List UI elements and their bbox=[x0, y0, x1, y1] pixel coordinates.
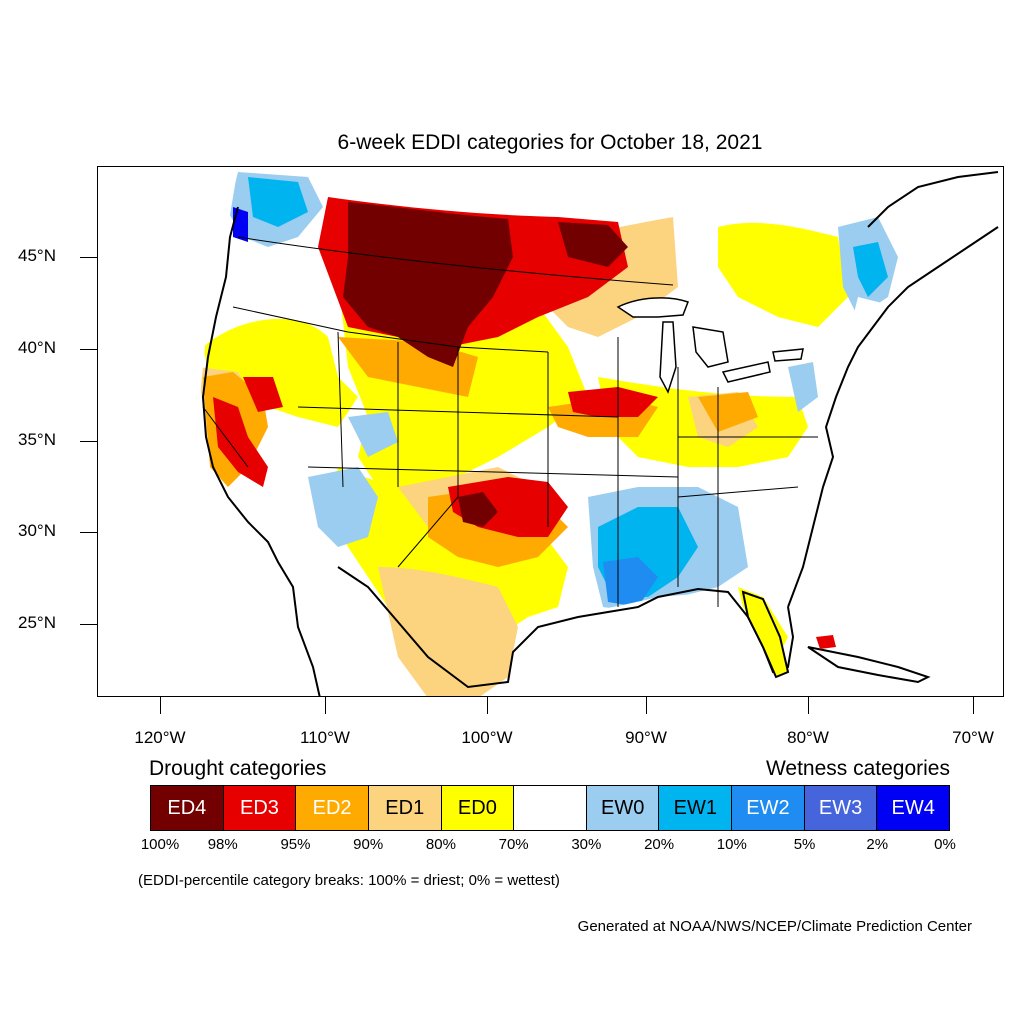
lake-erie bbox=[721, 361, 771, 383]
legend-box-neutral bbox=[514, 786, 587, 830]
lat-tick bbox=[80, 624, 97, 625]
bahamas-ed3 bbox=[816, 635, 836, 649]
lat-tick bbox=[80, 349, 97, 350]
legend-break-label: 10% bbox=[716, 836, 747, 853]
lon-tick bbox=[487, 697, 488, 714]
lon-tick bbox=[808, 697, 809, 714]
lon-label-110: 110°W bbox=[300, 728, 350, 747]
lat-label-25: 25°N bbox=[18, 613, 56, 632]
lon-tick bbox=[646, 697, 647, 714]
lon-label-70: 70°W bbox=[952, 728, 994, 747]
lon-tick bbox=[160, 697, 161, 714]
legend-box-ed4: ED4 bbox=[151, 786, 224, 830]
lat-tick bbox=[80, 441, 97, 442]
pacific-ocean bbox=[98, 167, 308, 696]
state-borders bbox=[202, 236, 818, 607]
drought-categories-heading: Drought categories bbox=[149, 757, 327, 780]
ew4-region-washington bbox=[233, 207, 248, 242]
lon-label-90: 90°W bbox=[625, 728, 667, 747]
legend-box-ew3: EW3 bbox=[804, 786, 878, 830]
ed3-region-midwest bbox=[568, 387, 658, 417]
legend-box-ed3: ED3 bbox=[223, 786, 297, 830]
legend-box-ed1: ED1 bbox=[368, 786, 442, 830]
east-coastline bbox=[787, 226, 999, 608]
legend-break-label: 0% bbox=[934, 836, 956, 853]
legend-break-label: 2% bbox=[866, 836, 889, 853]
cuba-outline bbox=[807, 646, 931, 684]
lake-michigan bbox=[659, 321, 677, 394]
ed4-region-north bbox=[343, 202, 513, 367]
map-title: 6-week EDDI categories for October 18, 2… bbox=[337, 131, 763, 154]
ew1-region-northeast bbox=[853, 242, 888, 297]
legend-box-ew4: EW4 bbox=[877, 786, 950, 830]
lat-label-30: 30°N bbox=[18, 521, 56, 540]
lon-tick bbox=[973, 697, 974, 714]
legend-break-label: 95% bbox=[280, 836, 311, 853]
category-legend: ED4 ED3 ED2 ED1 ED0 EW0 EW1 EW2 EW3 EW4 bbox=[150, 785, 950, 831]
ew0-region-utah bbox=[348, 412, 398, 457]
legend-break-label: 80% bbox=[425, 836, 456, 853]
legend-break-label: 5% bbox=[793, 836, 816, 853]
canada-coast bbox=[867, 171, 999, 228]
eddi-map bbox=[97, 166, 1004, 697]
credit-text: Generated at NOAA/NWS/NCEP/Climate Predi… bbox=[577, 918, 972, 935]
ed4-region-canada bbox=[558, 222, 628, 267]
ew0-region-southwest bbox=[308, 467, 378, 547]
lon-label-100: 100°W bbox=[461, 728, 513, 747]
ed1-region-3 bbox=[378, 567, 518, 696]
legend-break-label: 30% bbox=[571, 836, 602, 853]
ew0-region-mid-atlantic bbox=[788, 362, 818, 412]
lat-label-35: 35°N bbox=[18, 430, 56, 449]
legend-break-label: 20% bbox=[644, 836, 675, 853]
legend-box-ew0: EW0 bbox=[586, 786, 660, 830]
legend-break-label: 70% bbox=[498, 836, 529, 853]
legend-box-ed0: ED0 bbox=[441, 786, 515, 830]
legend-box-ed2: ED2 bbox=[296, 786, 369, 830]
florida-peninsula bbox=[741, 590, 790, 679]
lon-label-80: 80°W bbox=[787, 728, 829, 747]
lake-superior bbox=[616, 297, 689, 318]
ed2-region-4 bbox=[698, 392, 758, 432]
legend-box-ew1: EW1 bbox=[659, 786, 733, 830]
ew1-region-pacific-nw bbox=[248, 177, 308, 227]
lon-tick bbox=[325, 697, 326, 714]
legend-note: (EDDI-percentile category breaks: 100% =… bbox=[138, 872, 560, 889]
ed0-region-north bbox=[718, 222, 848, 327]
lat-label-45: 45°N bbox=[18, 246, 56, 265]
ed4-region-oklahoma bbox=[458, 492, 498, 527]
legend-break-label: 98% bbox=[207, 836, 238, 853]
ed3-region-nevada bbox=[243, 377, 283, 412]
lat-tick bbox=[80, 257, 97, 258]
map-canvas bbox=[98, 167, 1003, 696]
west-coastline bbox=[201, 206, 321, 696]
wetness-categories-heading: Wetness categories bbox=[765, 757, 950, 780]
lake-huron bbox=[692, 326, 729, 368]
lat-label-40: 40°N bbox=[18, 338, 56, 357]
lake-ontario bbox=[772, 348, 804, 362]
legend-box-ew2: EW2 bbox=[732, 786, 805, 830]
legend-break-label: 100% bbox=[140, 836, 180, 853]
lon-label-120: 120°W bbox=[134, 728, 186, 747]
atlantic-ocean bbox=[788, 297, 1003, 696]
ew2-region-gulf bbox=[603, 557, 658, 607]
lat-tick bbox=[80, 532, 97, 533]
legend-break-label: 90% bbox=[353, 836, 384, 853]
ed3-region-california bbox=[213, 397, 268, 487]
